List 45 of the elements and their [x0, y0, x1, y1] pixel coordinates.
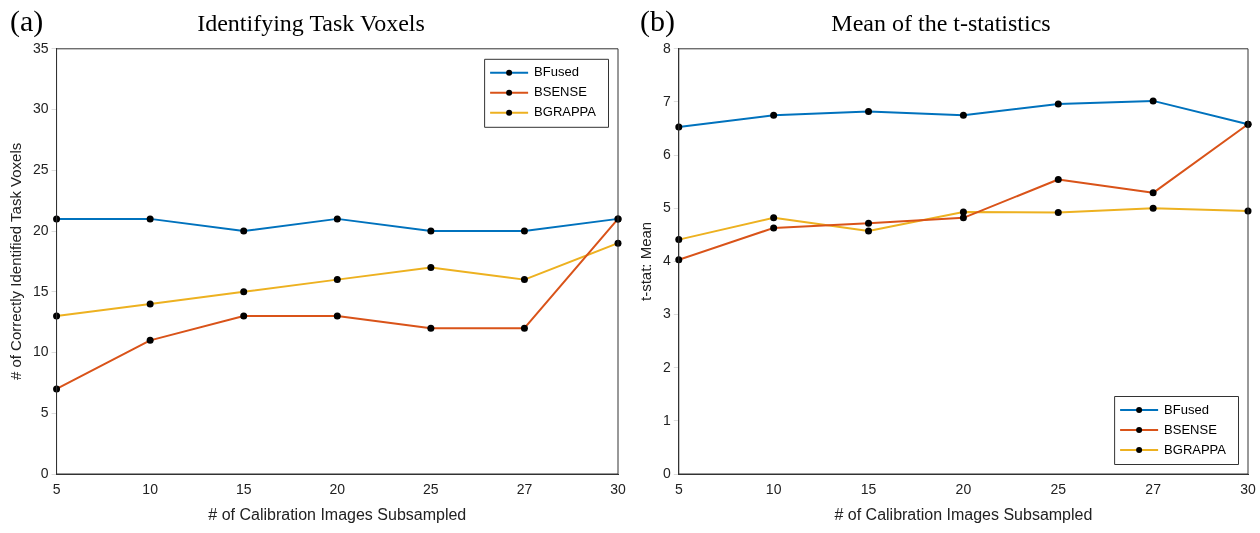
- chart-title: Identifying Task Voxels: [197, 9, 425, 36]
- x-tick-label: 25: [423, 481, 439, 498]
- x-tick-label: 30: [610, 481, 626, 498]
- y-tick-label: 0: [40, 464, 49, 481]
- legend-label: BGRAPPA: [534, 104, 597, 120]
- y-tick-label: 25: [32, 161, 49, 178]
- y-tick-label: 5: [40, 404, 49, 421]
- y-tick-label: 3: [662, 305, 671, 322]
- text: (a): [10, 3, 44, 38]
- x-tick-label: 10: [142, 481, 159, 498]
- legend-label: BFused: [534, 64, 579, 80]
- x-tick-label: 5: [674, 481, 683, 498]
- text: (b): [640, 3, 675, 38]
- x-tick-label: 30: [1240, 481, 1256, 498]
- x-tick-label: 25: [1050, 481, 1067, 498]
- y-tick-label: 7: [662, 92, 671, 109]
- y-axis-title: t-stat: Mean: [637, 221, 655, 301]
- x-tick-label: 15: [860, 481, 877, 498]
- legend-label: BSENSE: [534, 84, 588, 100]
- x-tick-label: 20: [955, 481, 972, 498]
- x-axis-title: # of Calibration Images Subsampled: [208, 505, 467, 523]
- x-axis-title: # of Calibration Images Subsampled: [834, 505, 1093, 523]
- legend-label: BSENSE: [1164, 421, 1218, 437]
- legend-label: BFused: [1164, 401, 1209, 417]
- x-tick-label: 10: [765, 481, 782, 498]
- y-tick-label: 0: [662, 464, 671, 481]
- y-tick-label: 4: [662, 252, 671, 269]
- y-tick-label: 15: [32, 282, 49, 299]
- chart-title: Mean of the t-statistics: [831, 9, 1051, 36]
- y-tick-label: 30: [32, 100, 49, 117]
- y-tick-label: 10: [32, 343, 49, 360]
- y-tick-label: 1: [662, 411, 671, 428]
- x-tick-label: 15: [235, 481, 252, 498]
- x-tick-label: 5: [52, 481, 61, 498]
- y-axis-title: # of Correctly Identified Task Voxels: [7, 142, 25, 381]
- y-tick-label: 2: [662, 358, 671, 375]
- y-tick-label: 20: [32, 221, 49, 238]
- y-tick-label: 6: [662, 145, 671, 162]
- y-tick-label: 5: [662, 199, 671, 216]
- y-tick-label: 35: [32, 39, 49, 56]
- x-tick-label: 20: [329, 481, 346, 498]
- y-tick-label: 8: [662, 39, 671, 56]
- x-tick-label: 27: [1145, 481, 1162, 498]
- legend-label: BGRAPPA: [1164, 441, 1227, 457]
- x-tick-label: 27: [516, 481, 533, 498]
